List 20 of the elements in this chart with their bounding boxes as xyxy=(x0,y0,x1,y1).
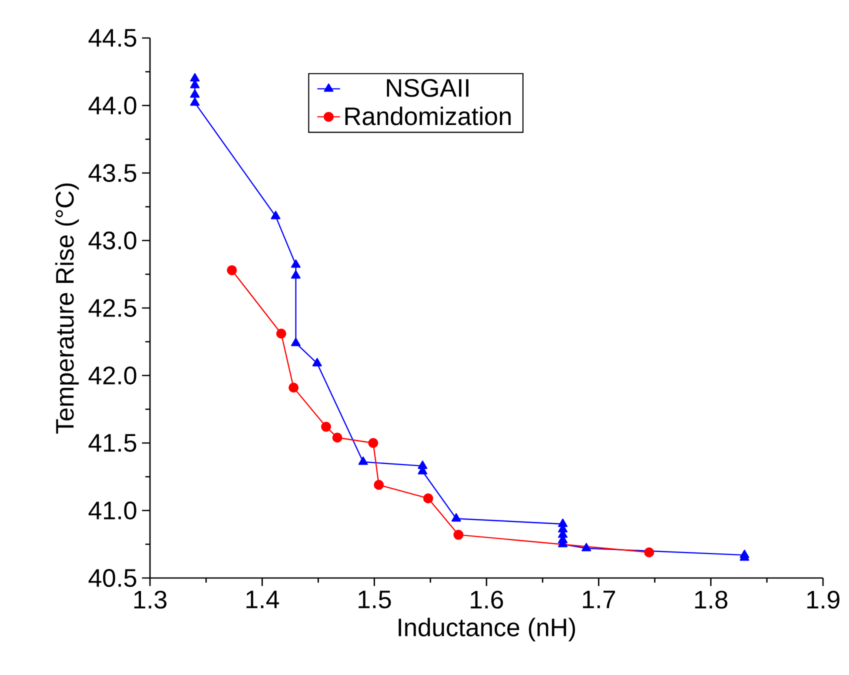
x-tick-label: 1.4 xyxy=(246,590,280,608)
y-tick-label: 42.5 xyxy=(88,299,136,317)
y-tick-label: 41.0 xyxy=(88,502,136,520)
legend-label: Randomization xyxy=(345,106,511,126)
x-tick-label: 1.9 xyxy=(807,590,840,609)
y-axis-title: Temperature Rise (°C) xyxy=(55,183,79,434)
y-tick-label: 40.5 xyxy=(88,569,136,587)
y-tick-label: 43.5 xyxy=(88,164,136,182)
y-tick-label: 44.5 xyxy=(88,29,136,47)
x-tick-label: 1.7 xyxy=(582,590,616,608)
x-tick-label: 1.8 xyxy=(695,590,728,609)
y-tick-label: 41.5 xyxy=(88,434,136,452)
legend-label: NSGAII xyxy=(386,78,468,97)
x-tick-label: 1.6 xyxy=(470,590,503,609)
y-tick-label: 42.0 xyxy=(88,366,136,384)
x-tick-label: 1.5 xyxy=(358,590,391,608)
x-tick-label: 1.3 xyxy=(134,590,166,609)
x-axis-title: Inductance (nH) xyxy=(398,618,575,642)
y-tick-label: 43.0 xyxy=(88,232,136,250)
y-tick-label: 44.0 xyxy=(88,96,136,114)
